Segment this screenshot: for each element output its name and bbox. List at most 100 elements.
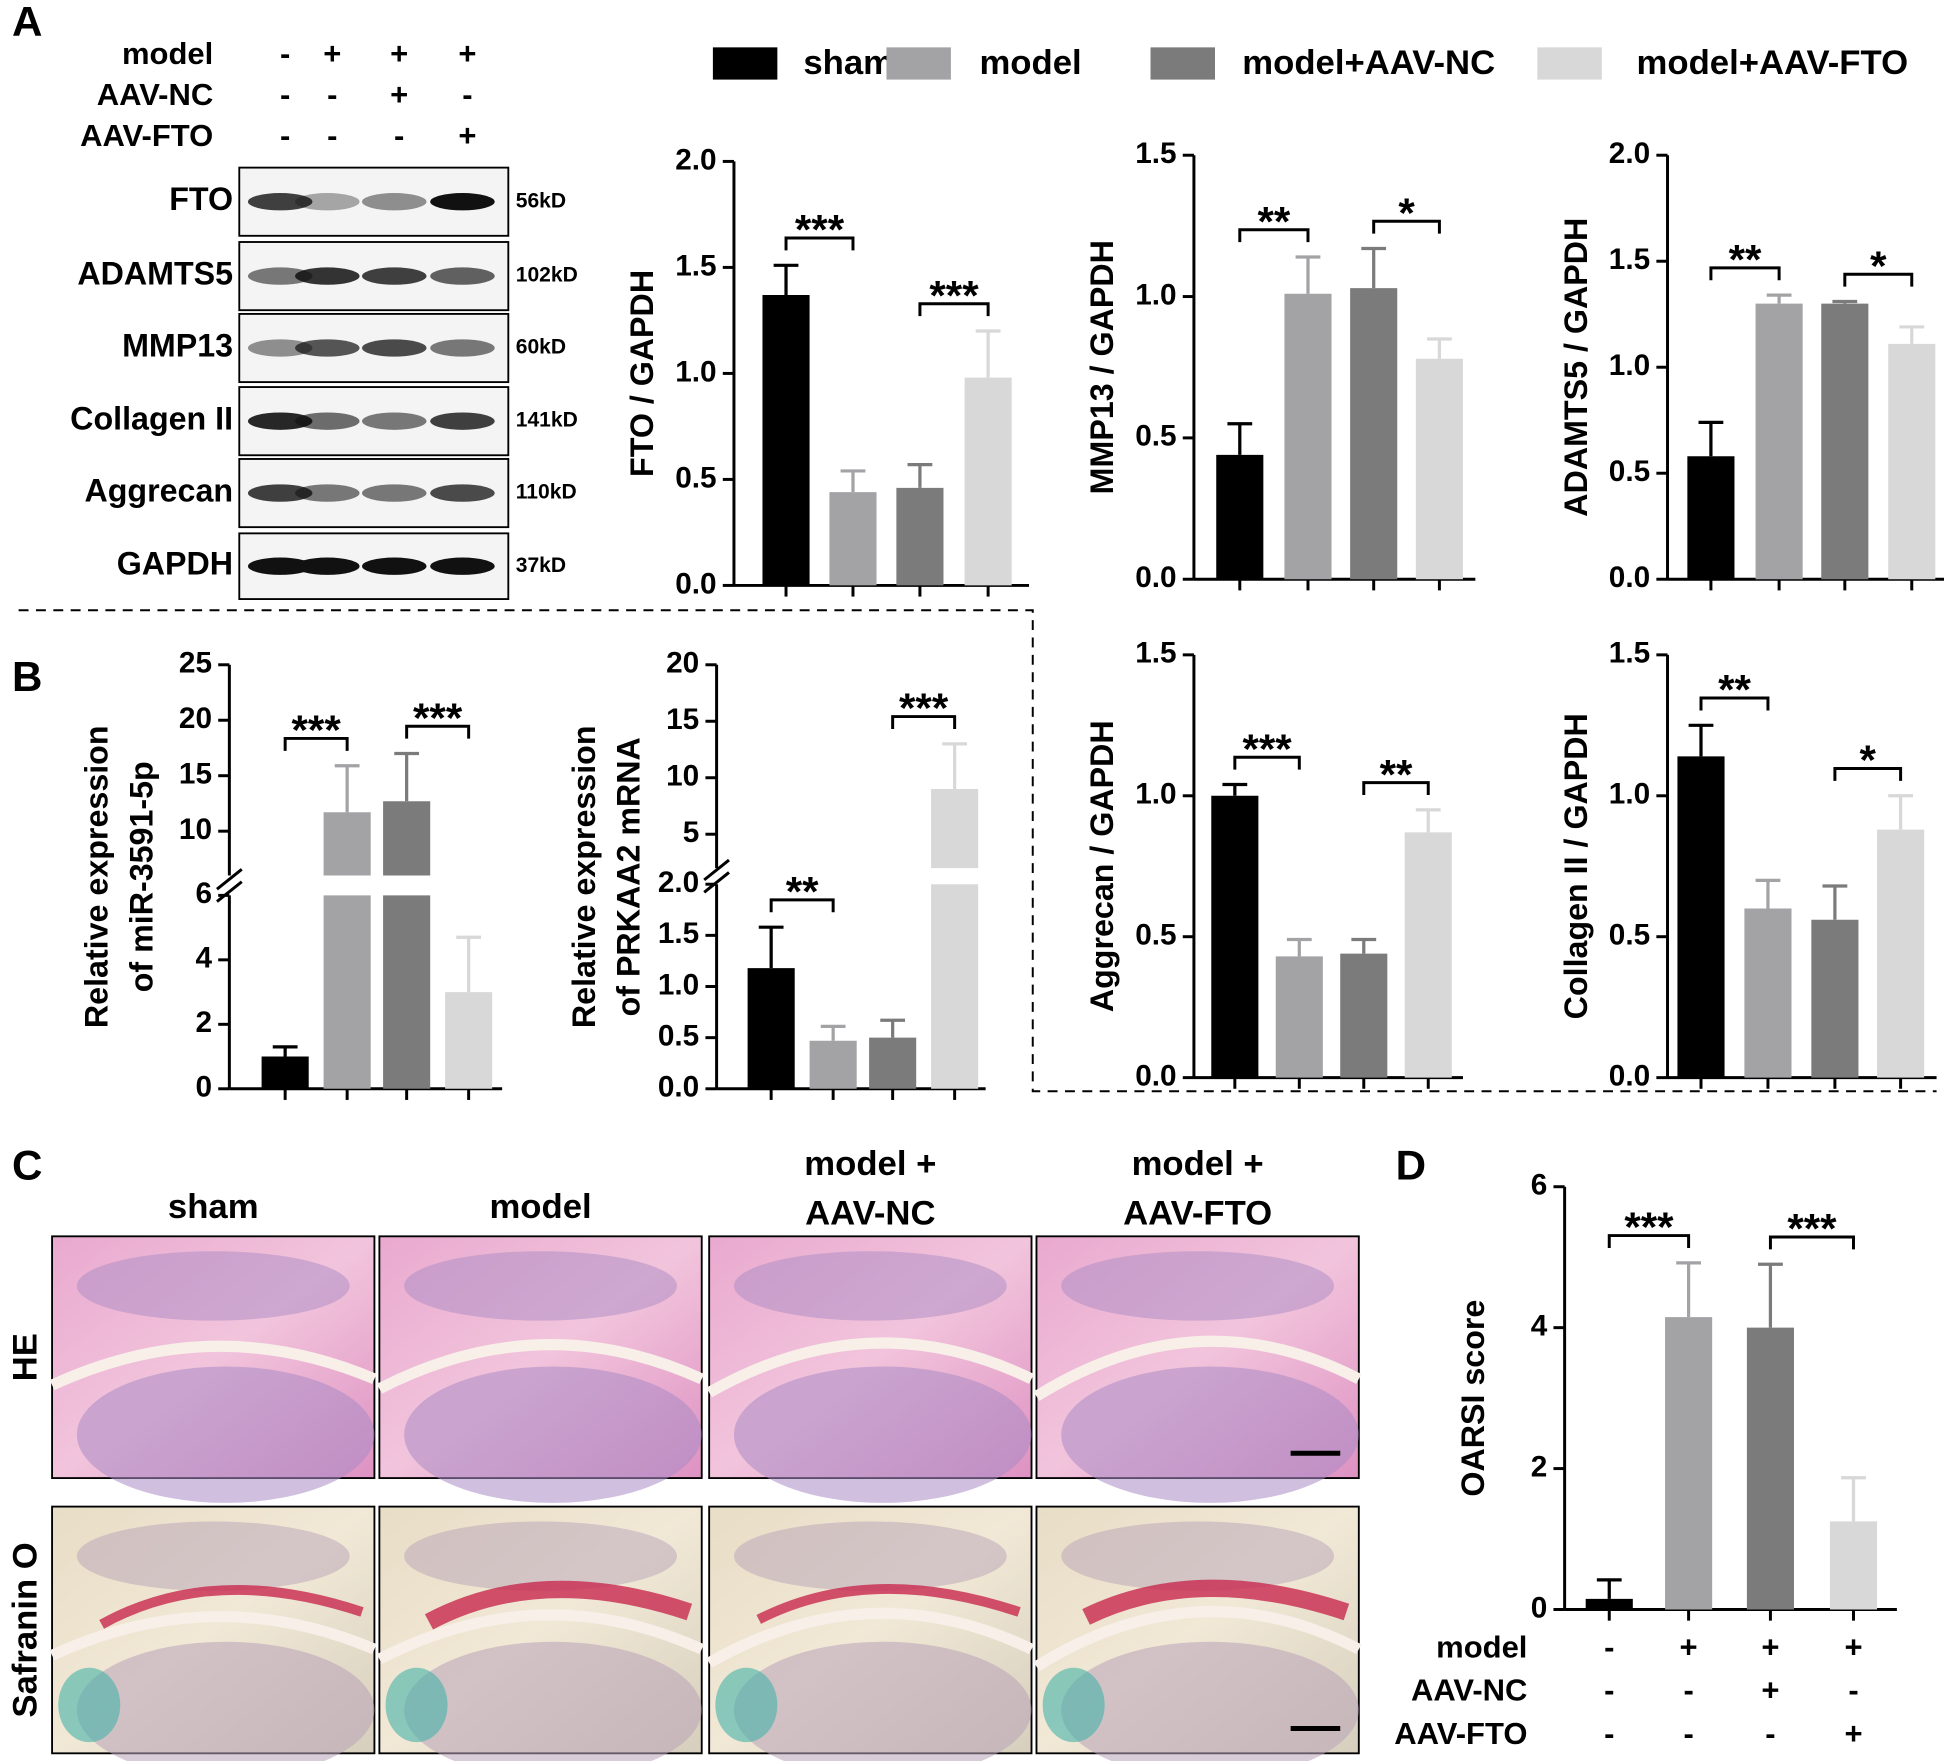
panel-letter: B [12, 653, 42, 700]
condition-sign: - [394, 118, 404, 153]
band-label: MMP13 [122, 328, 233, 364]
error-bar [272, 1045, 298, 1057]
y-tick-label: 2 [195, 1006, 212, 1039]
y-axis-label: Aggrecan / GAPDH [1084, 720, 1120, 1012]
panel-letter: C [12, 1141, 42, 1188]
condition-label: model [122, 36, 213, 71]
significance-label: ** [1729, 236, 1762, 283]
bar [1829, 1521, 1878, 1610]
bone-region [1061, 1366, 1359, 1503]
significance-bracket [1843, 272, 1914, 287]
error-bar [334, 764, 360, 813]
y-tick-label: 1.0 [658, 968, 699, 1001]
blot-band [247, 484, 313, 502]
bar [1340, 953, 1388, 1078]
condition-sign: - [1604, 1716, 1614, 1751]
significance-bracket [891, 715, 957, 729]
bar [762, 294, 810, 586]
significance-bracket [1372, 219, 1441, 234]
bar [869, 1037, 917, 1089]
joint-space [49, 1610, 377, 1661]
significance-bracket [1362, 781, 1430, 795]
blot-band [430, 267, 495, 285]
y-tick-label: 15 [179, 758, 212, 791]
y-tick-label: 0.5 [675, 461, 716, 494]
column-label: model + [804, 1145, 936, 1183]
condition-label: AAV-NC [97, 77, 213, 112]
y-axis-label: FTO / GAPDH [624, 270, 660, 477]
bone-region [76, 1521, 350, 1591]
bone-region [733, 1251, 1007, 1321]
column-label: model + [1132, 1145, 1264, 1183]
significance-label: *** [1242, 725, 1292, 772]
blot-band [430, 193, 495, 211]
bar [1877, 829, 1925, 1078]
y-tick-label: 1.0 [675, 355, 716, 388]
y-tick-label: 2.0 [658, 866, 699, 899]
bar [1211, 795, 1259, 1078]
y-tick-label: 0.0 [1609, 561, 1650, 594]
blot-band [247, 267, 313, 285]
bar [445, 992, 493, 1089]
bone-region [404, 1251, 677, 1321]
y-tick-label: 10 [179, 813, 212, 846]
significance-label: *** [1787, 1205, 1837, 1252]
y-axis-label: of PRKAA2 mRNA [611, 737, 647, 1016]
bar [1585, 1598, 1633, 1610]
band-label: FTO [169, 181, 233, 217]
significance-bracket [769, 898, 835, 913]
condition-sign: - [327, 118, 337, 153]
condition-sign: - [1683, 1673, 1693, 1708]
error-bar [1361, 246, 1387, 289]
bar [383, 801, 431, 1089]
bar [964, 377, 1012, 586]
error-bar [1899, 325, 1925, 344]
error-bar [1758, 1262, 1783, 1328]
significance-bracket [1233, 755, 1301, 770]
legend-label: sham [803, 44, 894, 82]
joint-space [49, 1340, 377, 1391]
y-tick-label: 0.5 [1609, 455, 1650, 488]
bar [323, 812, 371, 1089]
significance-label: * [1860, 737, 1877, 784]
y-tick-label: 20 [666, 647, 699, 680]
significance-label: ** [1257, 198, 1290, 245]
bar [809, 1040, 857, 1089]
blot-band [295, 193, 360, 211]
error-bar [1755, 878, 1781, 909]
significance-label: ** [1718, 666, 1751, 713]
y-tick-label: 2.0 [1609, 137, 1650, 170]
axis-break [216, 880, 243, 903]
band-label: ADAMTS5 [77, 256, 233, 292]
y-tick-label: 0.0 [675, 567, 716, 600]
bar [1746, 1327, 1794, 1610]
condition-sign: - [1683, 1716, 1693, 1751]
error-bar [1822, 884, 1848, 920]
significance-bracket [918, 302, 990, 317]
condition-sign: + [1844, 1716, 1862, 1751]
joint-space [706, 1337, 1034, 1398]
significance-label: *** [292, 707, 342, 754]
significance-bracket [1607, 1234, 1691, 1248]
error-bar [840, 469, 866, 493]
condition-label: AAV-FTO [80, 118, 213, 153]
joint-space [376, 1339, 705, 1394]
significance-bracket [1699, 696, 1770, 711]
y-tick-label: 4 [1531, 1310, 1548, 1343]
cartilage-stain [1082, 1579, 1350, 1625]
cartilage-stain [424, 1580, 693, 1630]
blot-band [362, 412, 427, 430]
band-size: 102kD [516, 264, 578, 287]
legend-label: model+AAV-FTO [1637, 44, 1909, 82]
condition-sign: + [1761, 1673, 1779, 1708]
significance-label: *** [899, 685, 949, 732]
blot-band [430, 484, 495, 502]
error-bar [1698, 420, 1724, 457]
condition-label: model [1436, 1629, 1527, 1664]
y-tick-label: 1.5 [1135, 137, 1176, 170]
y-tick-label: 0.0 [1135, 561, 1176, 594]
blot-band [295, 557, 360, 575]
significance-bracket [1768, 1235, 1855, 1250]
